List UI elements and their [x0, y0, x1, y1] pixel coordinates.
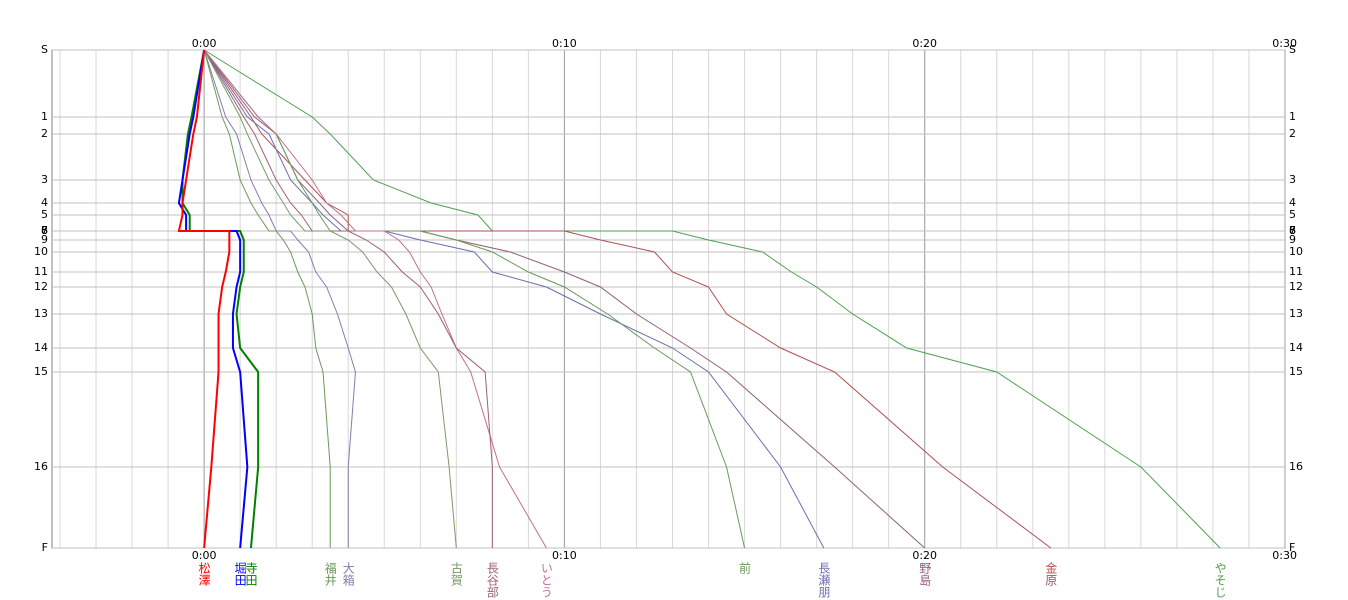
y-tick-label: 6 — [1289, 224, 1296, 237]
plot-frame — [51, 49, 1286, 549]
y-tick-label: 10 — [34, 245, 48, 258]
y-tick-label: 4 — [41, 196, 48, 209]
y-tick-label: 8 — [41, 224, 48, 237]
runner-name: 長瀬朋 — [817, 562, 831, 599]
x-tick-label: 0:30 — [1272, 37, 1297, 50]
runner-name: 野島 — [918, 562, 932, 587]
y-tick-label: 7 — [1289, 224, 1296, 237]
y-tick-label: S — [1289, 43, 1296, 56]
runner-name: 大箱 — [341, 562, 355, 586]
runner-line — [203, 49, 331, 548]
runner-line — [203, 49, 1221, 549]
runner-name: 古賀 — [449, 561, 463, 587]
y-tick-label: 3 — [41, 173, 48, 186]
y-tick-label: 16 — [1289, 460, 1303, 473]
runner-line — [177, 49, 231, 549]
runner-name: 寺田 — [244, 562, 258, 586]
y-tick-label: 3 — [1289, 173, 1296, 186]
x-tick-label: 0:00 — [192, 37, 217, 50]
y-tick-label: 11 — [34, 265, 48, 278]
y-tick-label: 8 — [1289, 224, 1296, 237]
y-tick-label: 4 — [1289, 196, 1296, 209]
x-tick-label: 0:30 — [1272, 549, 1297, 562]
runner-line — [203, 49, 547, 549]
runner-line — [203, 49, 825, 549]
y-tick-label: 14 — [34, 341, 48, 354]
runner-name: 松澤 — [197, 562, 211, 586]
y-tick-label: 16 — [34, 460, 48, 473]
y-tick-label: 9 — [41, 233, 48, 246]
x-tick-label: 0:20 — [912, 549, 937, 562]
runner-line — [203, 49, 746, 549]
runner-line — [203, 49, 493, 548]
x-tick-label: 0:10 — [552, 37, 577, 50]
y-tick-label: 10 — [1289, 245, 1303, 258]
y-tick-label: F — [42, 541, 48, 554]
runner-line — [203, 49, 356, 548]
y-tick-label: F — [1289, 541, 1295, 554]
y-tick-label: 5 — [41, 208, 48, 221]
runner-line — [203, 49, 457, 549]
runner-name: 福井 — [323, 561, 337, 587]
runner-name: 金原 — [1044, 561, 1058, 586]
y-tick-label: 1 — [41, 110, 48, 123]
runner-name: やそじ — [1213, 562, 1227, 598]
y-tick-label: 11 — [1289, 265, 1303, 278]
y-tick-label: 1 — [1289, 110, 1296, 123]
y-tick-label: 12 — [1289, 280, 1303, 293]
y-tick-label: 6 — [41, 224, 48, 237]
y-tick-label: 13 — [34, 307, 48, 320]
y-tick-label: 5 — [1289, 208, 1296, 221]
x-tick-label: 0:10 — [552, 549, 577, 562]
y-tick-label: 9 — [1289, 233, 1296, 246]
runner-name: 前 — [738, 561, 752, 574]
y-tick-label: 12 — [34, 280, 48, 293]
y-tick-label: 7 — [41, 224, 48, 237]
y-tick-label: 15 — [1289, 365, 1303, 378]
y-tick-label: 15 — [34, 365, 48, 378]
y-tick-label: 2 — [41, 127, 48, 140]
runner-name: 堀田 — [233, 561, 247, 586]
x-tick-label: 0:00 — [192, 549, 217, 562]
y-tick-label: 14 — [1289, 341, 1303, 354]
x-tick-label: 0:20 — [912, 37, 937, 50]
y-tick-label: 2 — [1289, 127, 1296, 140]
runner-name: いとう — [539, 562, 553, 598]
runner-line — [177, 49, 249, 549]
y-tick-label: S — [41, 43, 48, 56]
y-tick-label: 13 — [1289, 307, 1303, 320]
runner-name: 長谷部 — [485, 562, 499, 598]
